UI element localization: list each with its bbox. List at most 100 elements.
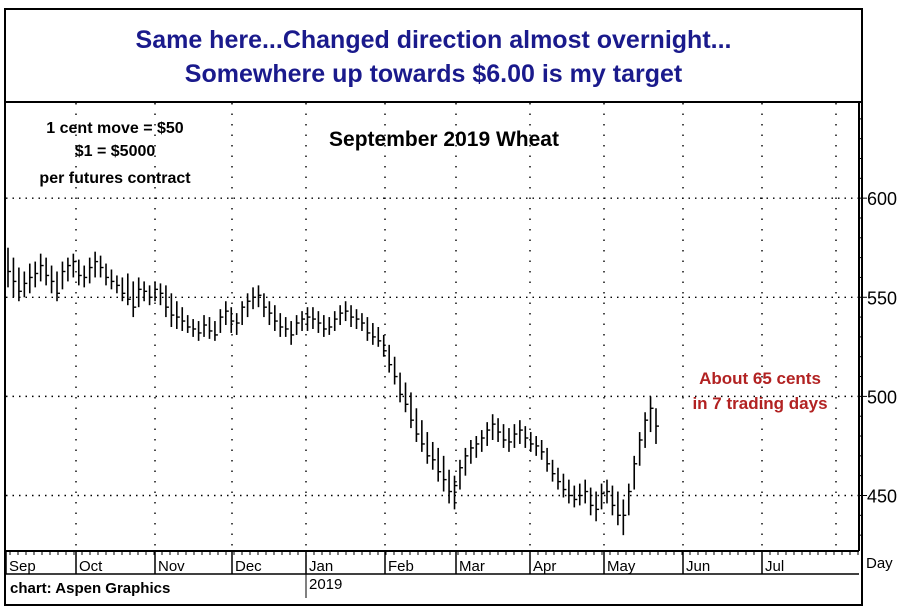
price-bar xyxy=(279,313,284,337)
price-bar xyxy=(126,273,131,306)
price-bar xyxy=(312,307,316,329)
price-bar xyxy=(67,257,71,282)
price-bar xyxy=(475,436,480,458)
headline-line-2: Somewhere up towards $6.00 is my target xyxy=(184,60,683,88)
price-bar xyxy=(328,317,333,335)
price-bar xyxy=(584,479,589,504)
price-bar xyxy=(513,424,518,448)
price-bar xyxy=(573,485,578,508)
price-bar xyxy=(176,301,180,329)
price-bar xyxy=(595,491,600,522)
price-bar xyxy=(535,436,540,456)
price-bar xyxy=(284,317,289,337)
price-tick-label: 500 xyxy=(867,387,897,407)
price-bar xyxy=(617,491,621,526)
price-bar xyxy=(18,267,22,302)
price-bar xyxy=(34,261,39,288)
month-tick-label: Nov xyxy=(158,558,185,575)
price-bar xyxy=(165,285,169,318)
price-bar xyxy=(181,307,186,331)
month-tick-label: Dec xyxy=(235,558,262,575)
price-bar xyxy=(377,327,382,347)
price-bar xyxy=(480,430,485,452)
price-bar xyxy=(350,305,355,327)
price-bar xyxy=(470,439,474,464)
price-bar xyxy=(143,281,148,302)
price-bar xyxy=(94,251,99,278)
price-bar xyxy=(502,424,507,448)
year-label: 2019 xyxy=(309,576,343,593)
price-bar xyxy=(121,277,126,302)
price-tick-label: 600 xyxy=(867,189,897,209)
price-bar xyxy=(611,485,616,516)
price-bar xyxy=(110,269,115,290)
price-bar xyxy=(633,455,638,490)
price-bar xyxy=(431,441,436,470)
month-tick-label: Feb xyxy=(388,558,414,575)
price-bar xyxy=(28,263,33,294)
month-tick-label: Sep xyxy=(9,558,36,575)
price-bar xyxy=(50,265,55,294)
price-bar xyxy=(426,432,431,464)
month-tick-label: May xyxy=(607,558,636,575)
price-bar xyxy=(644,412,649,448)
month-tick-label: Jul xyxy=(765,558,784,575)
price-bar xyxy=(23,271,28,298)
annotation-line-1: About 65 cents xyxy=(699,369,821,388)
price-bar xyxy=(323,315,327,337)
price-bar xyxy=(546,447,551,472)
price-bar xyxy=(105,263,110,286)
price-bar xyxy=(154,281,159,302)
month-tick-label: Oct xyxy=(79,558,103,575)
price-bar xyxy=(268,301,273,326)
price-bar xyxy=(203,315,208,337)
price-bar xyxy=(339,305,344,326)
price-bar xyxy=(116,275,120,294)
price-bar xyxy=(88,257,93,284)
price-tick-label: 450 xyxy=(867,486,897,506)
price-bar xyxy=(39,253,44,282)
axes-layer: 450 500 550 600 Sep Oct Nov Dec Jan Feb Mar Apr May J… xyxy=(5,103,897,598)
price-bar xyxy=(301,311,306,331)
price-bar xyxy=(99,255,104,278)
price-bar xyxy=(649,396,654,433)
price-bar xyxy=(497,418,502,442)
price-bar xyxy=(61,261,66,290)
note-line-2: $1 = $5000 xyxy=(74,143,156,160)
price-bar xyxy=(219,309,224,333)
price-bar xyxy=(295,315,300,335)
annotation-line-2: in 7 trading days xyxy=(692,394,828,413)
price-bar xyxy=(388,344,393,373)
price-bar xyxy=(257,285,262,308)
price-bar xyxy=(263,293,267,318)
price-bar xyxy=(655,408,659,444)
price-bar xyxy=(557,467,561,490)
price-bar xyxy=(7,247,11,288)
month-tick-label: Jan xyxy=(309,558,333,575)
chart-credit: chart: Aspen Graphics xyxy=(10,580,171,597)
price-bar xyxy=(344,301,349,322)
price-bar xyxy=(235,313,240,335)
price-bar xyxy=(382,334,387,357)
headline-box: Same here...Changed direction almost ove… xyxy=(4,8,863,103)
price-bar xyxy=(225,301,229,326)
price-bar xyxy=(290,321,295,345)
price-bar xyxy=(56,271,61,302)
month-tick-label: Apr xyxy=(533,558,556,575)
price-bar xyxy=(622,499,627,536)
price-bar xyxy=(12,257,17,298)
headline-line-1: Same here...Changed direction almost ove… xyxy=(135,26,732,54)
price-bar xyxy=(72,253,77,278)
price-bar xyxy=(355,309,360,329)
price-bar xyxy=(208,317,213,339)
price-bar xyxy=(132,281,137,318)
price-bar xyxy=(464,447,469,476)
grid-layer xyxy=(6,103,859,551)
price-bar xyxy=(366,317,371,341)
price-bar xyxy=(186,315,191,333)
price-bar xyxy=(600,483,605,510)
period-label: Day xyxy=(866,555,893,572)
price-bar xyxy=(453,475,458,510)
price-bar xyxy=(192,319,197,337)
price-bar xyxy=(448,469,453,504)
